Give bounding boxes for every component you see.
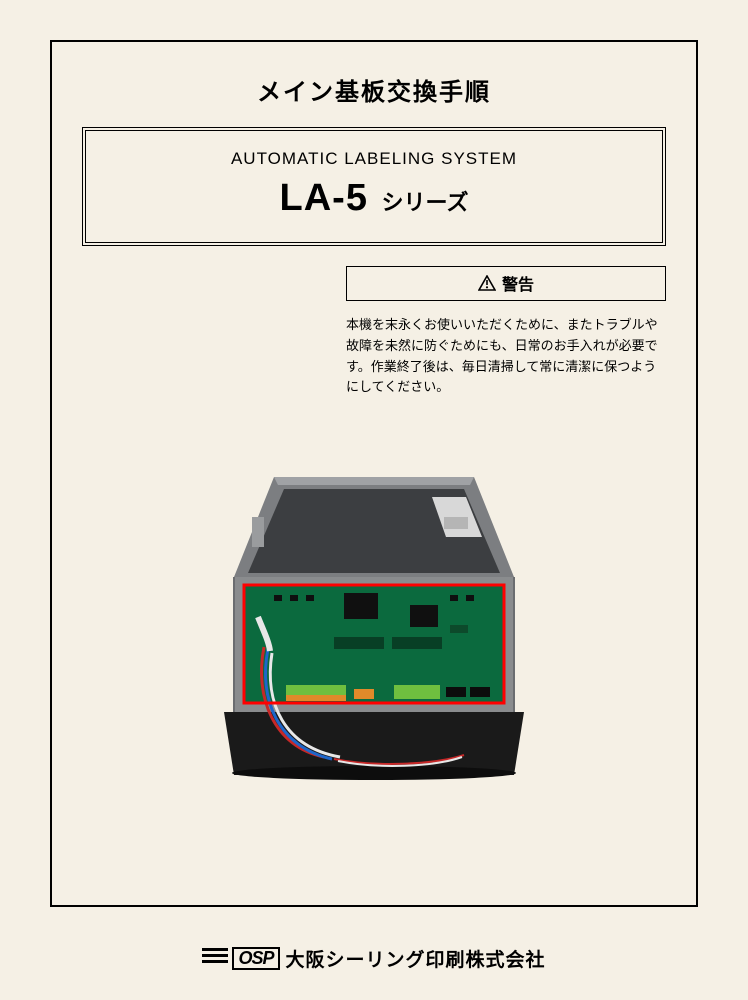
product-title-box: AUTOMATIC LABELING SYSTEM LA-5 シリーズ bbox=[82, 127, 666, 246]
company-name: 大阪シーリング印刷株式会社 bbox=[286, 945, 546, 972]
warning-label: 警告 bbox=[502, 277, 534, 294]
warning-body: 本機を末永くお使いいただくために、またトラブルや故障を未然に防ぐためにも、日常の… bbox=[346, 315, 666, 398]
logo-bars-icon bbox=[202, 946, 228, 971]
footer: OSP 大阪シーリング印刷株式会社 bbox=[0, 927, 748, 1000]
page-frame: メイン基板交換手順 AUTOMATIC LABELING SYSTEM LA-5… bbox=[50, 40, 698, 907]
product-subtitle: AUTOMATIC LABELING SYSTEM bbox=[96, 149, 652, 169]
product-model: LA-5 bbox=[280, 177, 368, 219]
product-main-line: LA-5 シリーズ bbox=[96, 177, 652, 220]
device-photo-wrap bbox=[82, 398, 666, 875]
warning-icon bbox=[478, 275, 496, 296]
product-series: シリーズ bbox=[382, 190, 469, 215]
logo-text: OSP bbox=[232, 947, 279, 971]
device-photo bbox=[214, 467, 534, 807]
warning-heading-box: 警告 bbox=[346, 266, 666, 301]
document-title: メイン基板交換手順 bbox=[82, 72, 666, 107]
company-logo: OSP 大阪シーリング印刷株式会社 bbox=[202, 945, 545, 972]
